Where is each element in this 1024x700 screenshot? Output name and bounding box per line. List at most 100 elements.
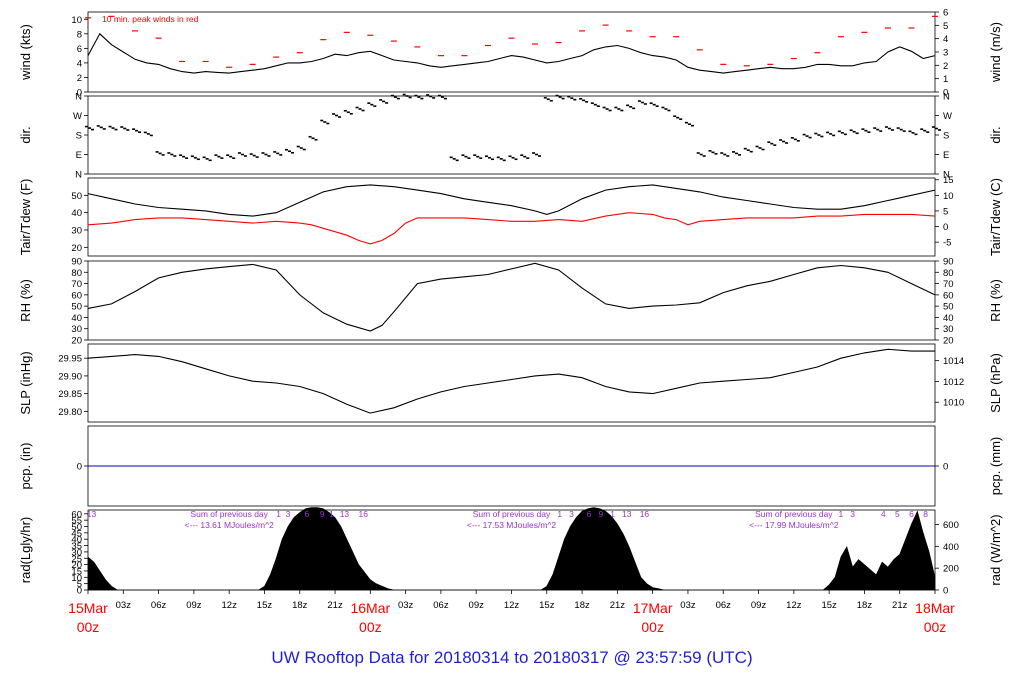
- wind-right-ytick-label: 6: [943, 8, 948, 19]
- dir-point: [385, 102, 389, 104]
- dir-point: [146, 133, 150, 135]
- temp-ytick-label: 30: [71, 226, 82, 237]
- dir-point: [326, 122, 330, 125]
- dir-point: [320, 119, 324, 122]
- rh-ytick-label: 50: [71, 302, 82, 313]
- dir-point: [208, 159, 212, 162]
- dir-point: [755, 145, 759, 148]
- rad-ytick-label: 0: [77, 586, 82, 597]
- dir-point: [417, 96, 421, 98]
- dir-point: [808, 136, 812, 139]
- time-tick-label: 15z: [257, 600, 273, 611]
- dir-point: [311, 137, 315, 140]
- wind-ytick-label: 8: [77, 29, 82, 40]
- dir-point: [511, 156, 515, 159]
- dir-point: [826, 131, 830, 134]
- dir-point: [196, 158, 200, 161]
- rad-hour-mark: 8: [923, 509, 928, 519]
- dir-point: [261, 152, 265, 154]
- dir-point: [696, 152, 700, 154]
- dir-point: [861, 128, 865, 130]
- dir-point: [535, 153, 539, 156]
- dir-point: [923, 129, 927, 132]
- dir-point: [664, 108, 668, 110]
- dir-point: [426, 94, 430, 96]
- dir-point: [302, 148, 306, 151]
- rad-right-ytick-label: 600: [943, 520, 959, 531]
- dir-point: [361, 109, 365, 112]
- slp-ytick-label: 29.80: [58, 407, 82, 418]
- dir-point: [711, 151, 715, 154]
- rad-hour-mark: 5: [895, 509, 900, 519]
- dir-point: [935, 127, 938, 130]
- dir-point: [914, 133, 918, 136]
- rad-right-ytick-label: 0: [943, 586, 948, 597]
- dir-point: [149, 134, 153, 137]
- dir-point: [214, 154, 218, 156]
- time-tick-label: 06z: [151, 600, 167, 611]
- dir-point: [179, 154, 183, 156]
- rad-ylabel: rad(Lgly/hr): [18, 517, 33, 583]
- dir-point: [884, 126, 888, 128]
- time-tick-label: 03z: [116, 600, 132, 611]
- dir-point: [746, 149, 750, 151]
- wind-ytick-label: 0: [77, 88, 82, 99]
- dir-point: [655, 105, 659, 107]
- wind-ytick-label: 6: [77, 44, 82, 55]
- dir-point: [890, 129, 894, 131]
- dir-point: [379, 99, 383, 101]
- rh-right-ytick-label: 20: [943, 336, 954, 347]
- dir-point: [567, 95, 571, 98]
- dir-point: [602, 106, 606, 109]
- day-label: 16Mar: [350, 600, 390, 616]
- dir-point: [237, 152, 241, 154]
- dir-point: [161, 154, 165, 156]
- wind-frame: [87, 11, 936, 93]
- dir-point: [837, 130, 841, 133]
- dir-point: [514, 158, 518, 161]
- rad-hour-mark: 1: [610, 509, 615, 519]
- dir-point: [573, 98, 577, 101]
- wind-ytick-label: 4: [77, 58, 82, 69]
- dir-point: [843, 133, 847, 136]
- rh-right-ytick-label: 70: [943, 279, 954, 290]
- dir-point: [743, 147, 747, 150]
- dir-point: [726, 155, 730, 157]
- dir-point: [879, 130, 883, 132]
- dir-point: [240, 153, 244, 156]
- dir-point: [785, 142, 789, 144]
- dir-point: [484, 155, 488, 158]
- temp-ylabel: Tair/Tdew (F): [18, 179, 33, 256]
- rh-right-ytick-label: 50: [943, 302, 954, 313]
- dir-frame: [87, 95, 936, 175]
- dir-point: [88, 127, 91, 129]
- slp-ytick-label: 29.90: [58, 371, 82, 382]
- dir-point: [255, 156, 259, 158]
- dir-point: [449, 156, 453, 159]
- dir-point: [343, 109, 347, 112]
- dir-point: [702, 155, 706, 157]
- dir-point: [276, 152, 280, 155]
- dir-point: [902, 130, 906, 132]
- dir-point: [761, 148, 765, 151]
- dir-point: [508, 155, 512, 158]
- dir-point: [232, 157, 236, 159]
- rad-hour-mark: 9: [320, 509, 325, 519]
- temp-frame: [87, 177, 936, 257]
- dir-ytick-label: S: [76, 131, 82, 142]
- rad-ytick-label: 60: [71, 509, 82, 520]
- dir-point: [793, 138, 797, 141]
- dir-point: [558, 96, 562, 98]
- dir-point: [405, 95, 409, 97]
- dir-point: [490, 158, 494, 161]
- dir-point: [370, 103, 374, 106]
- temp-ytick-label: 20: [71, 243, 82, 254]
- rad-ytick-label: 5: [77, 579, 82, 590]
- time-tick-label: 15z: [539, 600, 555, 611]
- dir-point: [561, 97, 565, 100]
- dir-point: [346, 111, 350, 114]
- dir-point: [111, 127, 115, 129]
- dir-point: [296, 145, 300, 148]
- rad-sum-label: Sum of previous day: [473, 509, 551, 519]
- temp-ytick-label: 50: [71, 191, 82, 202]
